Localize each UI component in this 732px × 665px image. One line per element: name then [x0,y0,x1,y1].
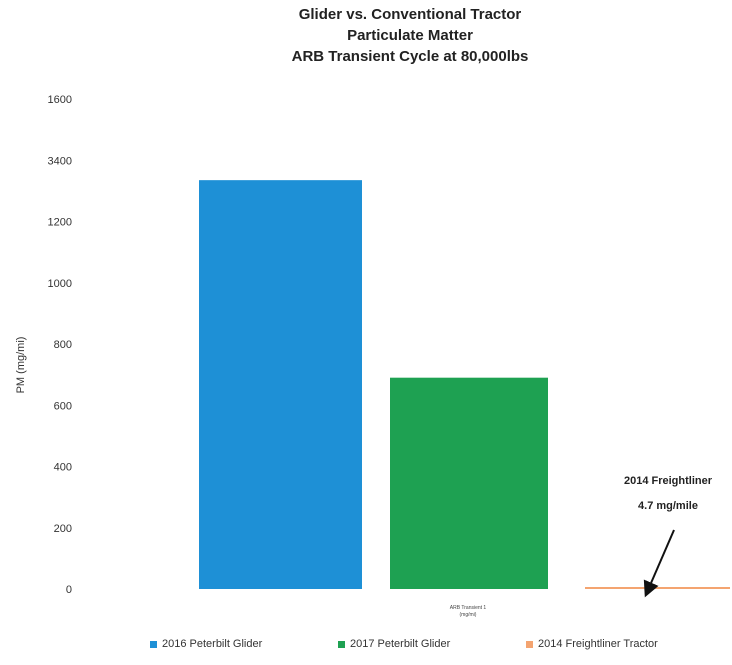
legend-label-1: 2016 Peterbilt Glider [162,638,263,650]
legend-item-1: 2016 Peterbilt Glider [150,638,262,650]
y-tick-label: 800 [54,339,72,351]
bar-3 [585,587,730,589]
chart-title-line-1: Glider vs. Conventional Tractor [298,6,522,23]
annotation-line-1: 2014 Freightliner [624,475,713,487]
chart-title: Glider vs. Conventional Tractor Particul… [230,4,590,67]
annotation-line-2: 4.7 mg/mile [638,500,698,512]
legend-swatch-1 [150,640,157,648]
y-tick-label: 600 [54,400,72,412]
legend-swatch-3 [526,640,533,648]
legend-item-2: 2017 Peterbilt Glider [338,638,450,650]
y-tick-label: 200 [54,523,72,535]
category-label-line-1: ARB Transient 1 [450,605,487,611]
annotation-arrow [643,529,675,598]
y-tick-label: 400 [54,462,72,474]
legend-item-3: 2014 Freightliner Tractor [526,638,658,650]
y-tick-label: 1000 [48,278,72,290]
chart-title-line-2: Particulate Matter [347,27,473,44]
y-tick-label: 0 [66,584,72,596]
bar-2 [390,377,548,589]
y-tick-label: 3400 [48,155,72,167]
category-label-line-2: (mg/mi) [460,612,477,618]
y-tick-label: 1600 [48,94,72,106]
legend-label-2: 2017 Peterbilt Glider [350,638,451,650]
legend-label-3: 2014 Freightliner Tractor [538,638,658,650]
legend-swatch-2 [338,640,345,648]
chart-legend: 2016 Peterbilt Glider 2017 Peterbilt Gli… [150,638,730,658]
chart-title-line-3: ARB Transient Cycle at 80,000lbs [291,48,529,65]
bar-1 [199,180,362,589]
y-tick-label: 1200 [48,217,72,229]
y-axis-label: PM (mg/mi) [15,337,27,394]
